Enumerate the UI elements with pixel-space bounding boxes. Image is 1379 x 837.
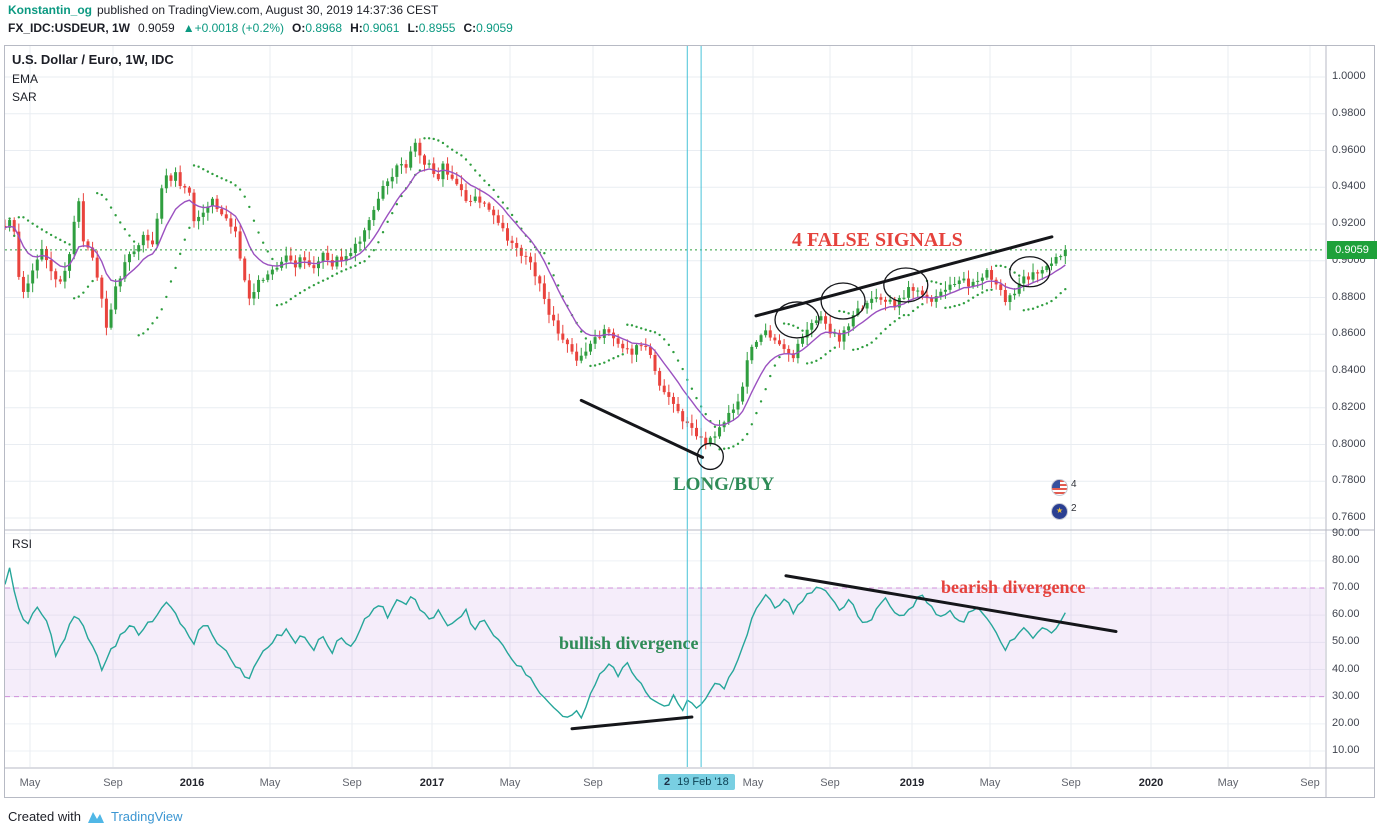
circle-drawing[interactable] xyxy=(696,442,724,471)
annotation-bearish-divergence[interactable]: bearish divergence xyxy=(941,577,1086,597)
ohlc-high: H:0.9061 xyxy=(350,21,400,35)
author-link[interactable]: Konstantin_og xyxy=(8,3,92,17)
rsi-band xyxy=(5,588,1325,697)
sar-dots xyxy=(8,137,1067,451)
ohlc-low: L:0.8955 xyxy=(407,21,456,35)
chart-legend-title[interactable]: U.S. Dollar / Euro, 1W, IDC xyxy=(12,52,174,67)
legend-ema-indicator[interactable]: EMA xyxy=(12,72,39,86)
change-arrow-icon: ▲ xyxy=(182,21,195,35)
tradingview-logo-icon xyxy=(87,811,104,823)
reaction-us-flag[interactable]: 4 xyxy=(1051,479,1077,496)
gridlines xyxy=(5,46,1325,767)
circle-drawing[interactable] xyxy=(820,282,866,320)
footer: Created with TradingView xyxy=(8,809,183,824)
circle-drawing[interactable] xyxy=(883,267,929,303)
annotation-long-buy[interactable]: LONG/BUY xyxy=(673,474,775,495)
us-flag-reaction-icon xyxy=(1051,479,1068,496)
ohlc-close: C:0.9059 xyxy=(463,21,513,35)
annotation-bullish-divergence[interactable]: bullish divergence xyxy=(559,633,699,653)
trend-line-drawing[interactable] xyxy=(784,574,1118,633)
last-price-badge: 0.9059 xyxy=(1327,240,1377,259)
tradingview-brand-link[interactable]: TradingView xyxy=(110,809,183,824)
rsi-line xyxy=(5,567,1066,720)
candlesticks xyxy=(5,138,1067,450)
created-with-label: Created with xyxy=(8,809,81,824)
publish-info: published on TradingView.com, August 30,… xyxy=(97,3,439,17)
annotation-false-signals[interactable]: 4 FALSE SIGNALS xyxy=(792,229,963,251)
reaction-eu-flag[interactable]: 2 xyxy=(1051,503,1077,520)
publish-header: Konstantin_og published on TradingView.c… xyxy=(8,3,438,17)
trend-line-drawing[interactable] xyxy=(570,715,694,731)
trend-line-drawing[interactable] xyxy=(579,398,704,459)
ohlc-open: O:0.8968 xyxy=(292,21,343,35)
price-change: ▲+0.0018 (+0.2%) xyxy=(182,21,285,35)
symbol-header: FX_IDC:USDEUR, 1W 0.9059 ▲+0.0018 (+0.2%… xyxy=(8,21,513,35)
symbol-name[interactable]: FX_IDC:USDEUR, 1W xyxy=(8,21,131,35)
reaction-count: 2 xyxy=(1071,503,1077,514)
circle-drawing[interactable] xyxy=(1009,256,1051,288)
last-price: 0.9059 xyxy=(138,21,175,35)
eu-flag-reaction-icon xyxy=(1051,503,1068,520)
reaction-count: 4 xyxy=(1071,479,1077,490)
legend-rsi-indicator[interactable]: RSI xyxy=(12,537,33,551)
ema-line xyxy=(5,168,1066,427)
legend-sar-indicator[interactable]: SAR xyxy=(12,90,37,104)
circle-drawing[interactable] xyxy=(774,301,820,339)
